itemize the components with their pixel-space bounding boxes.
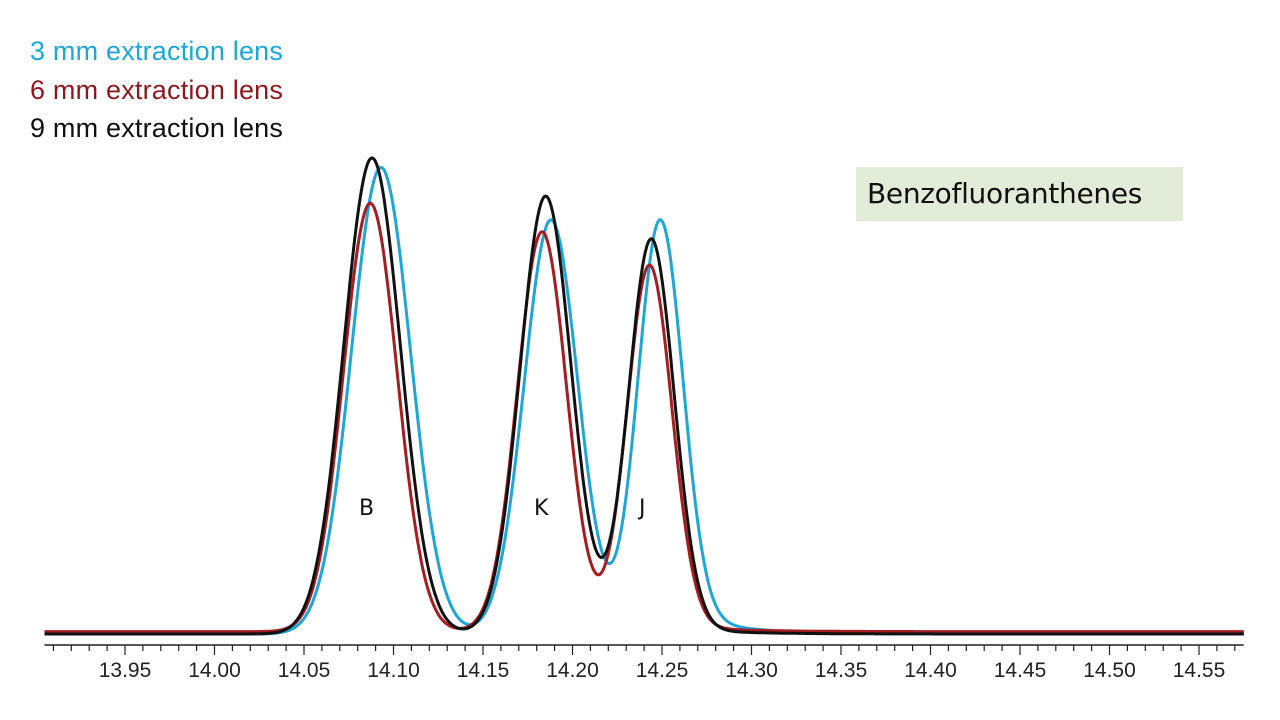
chart-title: Benzofluoranthenes <box>867 177 1143 210</box>
x-tick-label: 14.50 <box>1083 659 1136 682</box>
chart-title-box: Benzofluoranthenes <box>856 167 1183 221</box>
x-tick-label: 14.30 <box>725 659 778 682</box>
peak-label-k: K <box>534 496 549 521</box>
x-tick-label: 14.05 <box>278 659 331 682</box>
trace-6mm <box>43 201 1245 634</box>
chromatogram-traces <box>43 156 1245 636</box>
x-axis: 13.95 14.00 14.05 14.10 14.15 14.20 14.25 14.30… <box>44 644 1244 682</box>
x-tick-label: 14.45 <box>994 659 1047 682</box>
x-tick-label: 14.25 <box>636 659 689 682</box>
legend-item-6mm: 6 mm extraction lens <box>30 74 284 105</box>
trace-9mm <box>43 156 1245 636</box>
x-tick-label: 14.20 <box>546 659 599 682</box>
x-tick-label: 14.55 <box>1173 659 1226 682</box>
legend: 3 mm extraction lens 6 mm extraction len… <box>30 32 283 148</box>
x-tick-label: 13.95 <box>99 659 152 682</box>
legend-item-9mm: 9 mm extraction lens <box>30 113 284 143</box>
trace-3mm <box>43 166 1245 636</box>
peak-label-j: J <box>639 496 646 521</box>
peak-label-b: B <box>359 496 375 521</box>
legend-item-3mm: 3 mm extraction lens <box>30 36 284 66</box>
x-tick-label: 14.35 <box>815 659 868 682</box>
x-tick-label: 14.40 <box>904 659 957 682</box>
x-tick-label: 14.15 <box>457 659 510 682</box>
x-tick-label: 14.00 <box>188 659 241 682</box>
x-tick-label: 14.10 <box>367 659 420 682</box>
